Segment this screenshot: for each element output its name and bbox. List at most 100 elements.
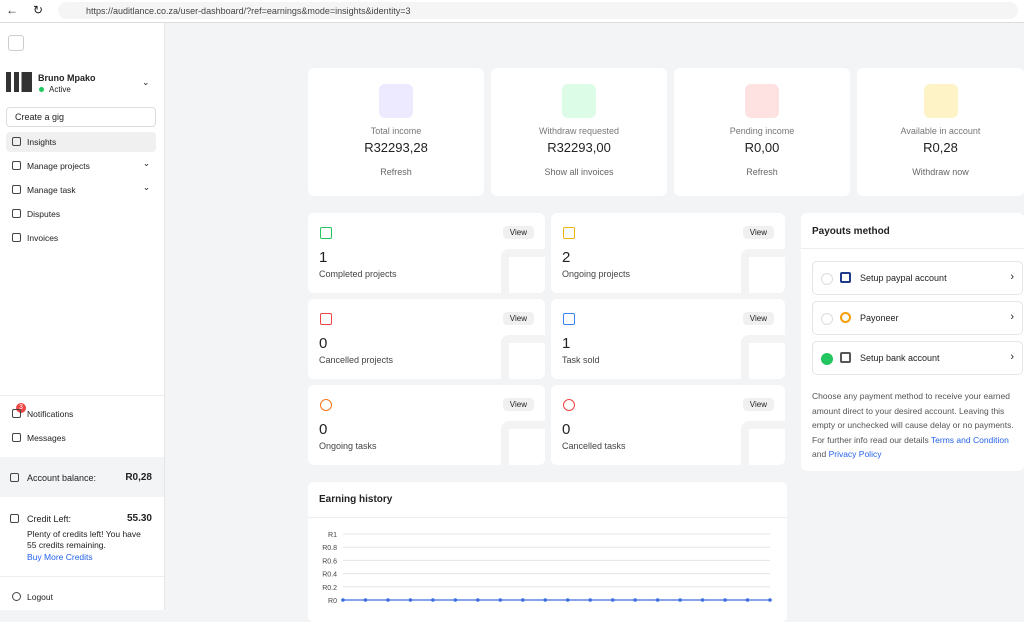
tile-label: Ongoing tasks — [319, 441, 377, 451]
stat-icon — [923, 84, 958, 118]
earning-chart: R0 R0.2 R0.4 R0.6 R0.8 R1 — [322, 532, 772, 605]
stat-icon — [745, 84, 779, 118]
view-button[interactable]: View — [742, 226, 774, 239]
notifications[interactable]: Notifications — [6, 404, 156, 424]
point — [768, 598, 772, 602]
watermark — [501, 421, 545, 465]
nav-item[interactable]: Manage projects ⌄ — [6, 156, 156, 176]
stat-action[interactable]: Show all invoices — [544, 167, 614, 177]
stat-action[interactable]: Refresh — [746, 167, 778, 177]
y-tick-label: R1 — [328, 532, 337, 539]
tile-number: 0 — [319, 335, 328, 352]
nav-item[interactable]: Invoices — [6, 228, 156, 248]
sidebar: Bruno Mpako Active ⌄ Create a gig Insigh… — [0, 23, 165, 610]
chevron: › — [1010, 351, 1014, 363]
toggle[interactable] — [8, 35, 24, 51]
address-bar[interactable]: https://auditlance.co.za/user-dashboard/… — [58, 2, 1018, 19]
balance-value: R0,28 — [125, 472, 152, 483]
point — [565, 598, 570, 602]
stat-value: R0,28 — [923, 140, 958, 155]
point — [498, 598, 503, 602]
buy-credits[interactable]: Buy More Credits — [27, 552, 93, 562]
point — [678, 598, 682, 602]
tile-number: 2 — [562, 249, 571, 266]
stat-value: R32293,00 — [547, 140, 611, 155]
provider-logo — [840, 352, 851, 363]
stat-action[interactable]: Withdraw now — [912, 167, 969, 177]
credit-label: Credit Left: — [27, 514, 72, 524]
stat-icon — [562, 84, 596, 118]
payout-option[interactable]: Payoneer › — [812, 301, 1023, 335]
nav-icon — [12, 185, 21, 194]
stat-action[interactable]: Refresh — [380, 167, 412, 177]
nav-item[interactable]: Manage task ⌄ — [6, 180, 156, 200]
view-button[interactable]: View — [742, 398, 774, 411]
stat-card: Withdraw requested R32293,00 Show all invo… — [491, 68, 667, 196]
user-menu[interactable]: ⌄ — [142, 77, 150, 87]
nav-item[interactable]: Disputes — [6, 204, 156, 224]
tile-icon — [320, 227, 332, 239]
tile-label: Cancelled projects — [319, 355, 394, 365]
watermark — [501, 335, 545, 379]
point — [453, 598, 458, 602]
view-button[interactable]: View — [502, 398, 534, 411]
label: Messages — [27, 433, 66, 443]
watermark — [741, 249, 785, 293]
stat-card: Available in account R0,28 Withdraw now — [857, 68, 1024, 196]
terms-link[interactable]: Terms and Condition — [930, 434, 1009, 445]
tile-icon — [563, 313, 575, 325]
messages[interactable]: Messages — [6, 428, 156, 448]
create-gig[interactable]: Create a gig — [6, 107, 156, 127]
stat-tile: 0 Cancelled projects View — [308, 299, 545, 379]
option-label: Payoneer — [860, 313, 899, 323]
tile-number: 1 — [319, 249, 328, 266]
privacy-link[interactable]: Privacy Policy — [828, 449, 882, 459]
point — [363, 598, 368, 602]
payouts-note: Choose any payment method to receive you… — [812, 389, 1017, 462]
view-button[interactable]: View — [502, 312, 534, 325]
point — [745, 598, 750, 602]
stat-label: Pending income — [729, 126, 795, 136]
browser-bar: ← ↻ https://auditlance.co.za/user-dashbo… — [0, 0, 1024, 23]
nav-label: Insights — [27, 137, 57, 147]
balance-box: Account balance: R0,28 — [0, 457, 164, 497]
payouts-panel: Payouts method Setup paypal account › Payo… — [801, 213, 1024, 471]
nav-item[interactable]: Insights — [6, 132, 156, 152]
credit-message: Plenty of credits left! You have 55 cred… — [27, 529, 141, 550]
payout-option[interactable]: Setup paypal account › — [812, 261, 1023, 295]
option-label: Setup bank account — [860, 353, 940, 363]
tile-icon — [320, 399, 332, 411]
stat-card: Total income R32293,28 Refresh — [308, 68, 484, 196]
view-button[interactable]: View — [742, 312, 774, 325]
nav-icon — [12, 137, 21, 146]
stat-tile: 0 Cancelled tasks View — [551, 385, 785, 465]
balance-label: Account balance: — [27, 473, 97, 483]
back[interactable]: ← — [6, 3, 18, 17]
logout[interactable]: Logout — [6, 587, 156, 607]
stat-tile: 1 Completed projects View — [308, 213, 545, 293]
point — [610, 598, 615, 602]
point — [723, 598, 727, 602]
option-label: Setup paypal account — [860, 273, 947, 283]
tile-label: Completed projects — [319, 269, 397, 279]
view-button[interactable]: View — [502, 226, 534, 239]
point — [520, 598, 525, 602]
y-tick-label: R0.6 — [322, 558, 337, 565]
nav-label: Manage projects — [27, 161, 90, 171]
tile-icon — [563, 227, 575, 239]
nav-label: Disputes — [27, 209, 61, 219]
nav-icon — [12, 161, 21, 170]
nav-label: Manage task — [27, 185, 76, 195]
tile-icon — [563, 399, 575, 411]
watermark — [741, 421, 785, 465]
reload[interactable]: ↻ — [33, 3, 44, 17]
earning-title: Earning history — [319, 494, 393, 505]
point — [588, 598, 593, 602]
point — [431, 598, 435, 602]
y-tick-label: R0 — [328, 598, 337, 605]
chevron: ⌄ — [142, 158, 150, 168]
provider-logo — [840, 272, 851, 283]
payout-option[interactable]: Setup bank account › — [812, 341, 1023, 375]
stat-label: Total income — [370, 126, 422, 136]
